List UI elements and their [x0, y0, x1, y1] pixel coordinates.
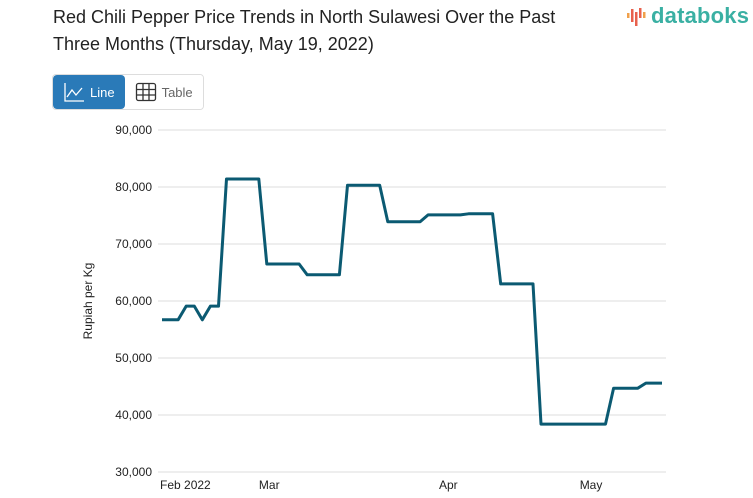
- line-view-button[interactable]: Line: [53, 75, 125, 109]
- y-tick-label: 90,000: [115, 123, 152, 137]
- x-tick-label: May: [580, 478, 603, 492]
- chart-title: Red Chili Pepper Price Trends in North S…: [53, 7, 556, 54]
- x-tick-label: Apr: [439, 478, 458, 492]
- table-view-button[interactable]: Table: [124, 75, 203, 109]
- table-view-label: Table: [161, 84, 193, 100]
- y-tick-label: 80,000: [115, 180, 152, 194]
- logo-bars-icon: [627, 8, 646, 26]
- x-tick-label: Mar: [259, 478, 280, 492]
- line-view-label: Line: [90, 84, 115, 100]
- y-tick-label: 70,000: [115, 237, 152, 251]
- y-tick-label: 50,000: [115, 351, 152, 365]
- databoks-logo[interactable]: databoks: [626, 3, 749, 29]
- table-grid-icon: [135, 82, 156, 102]
- price-line: [162, 177, 662, 426]
- y-tick-label: 60,000: [115, 294, 152, 308]
- y-axis-label: Rupiah per Kg: [81, 263, 95, 340]
- y-tick-label: 40,000: [115, 408, 152, 422]
- view-toggle: Line Table: [52, 74, 204, 110]
- y-tick-label: 30,000: [115, 465, 152, 479]
- line-chart-icon: [64, 83, 84, 102]
- logo-text: databoks: [651, 3, 750, 28]
- x-tick-label: Feb 2022: [160, 478, 211, 492]
